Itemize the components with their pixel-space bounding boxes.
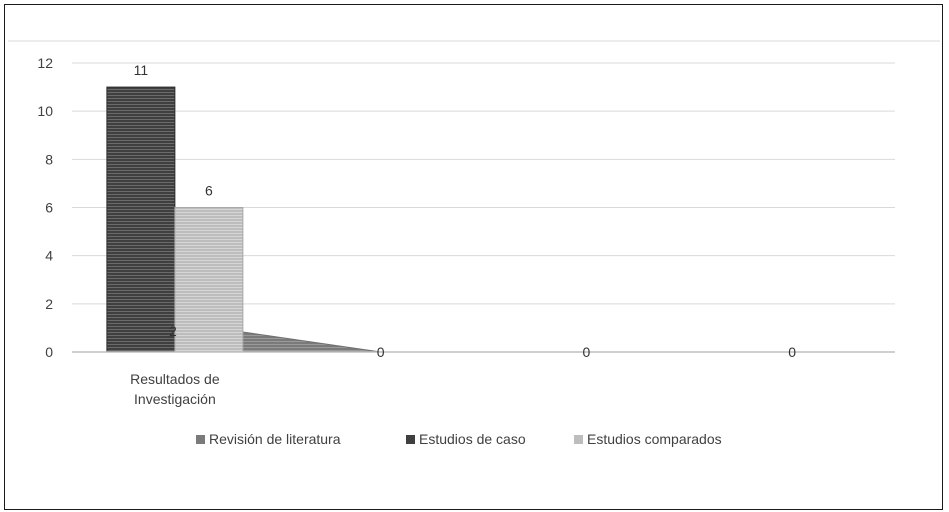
data-labels: 2 11 6 0 0 0 — [134, 62, 797, 360]
data-label: 6 — [205, 183, 213, 199]
y-tick-label: 10 — [37, 103, 53, 119]
data-label: 11 — [134, 62, 149, 78]
data-label: 0 — [582, 344, 590, 360]
legend-label: Estudios de caso — [419, 431, 526, 447]
category-labels: Resultados de Investigación — [130, 371, 220, 407]
category-label: Resultados de — [130, 371, 220, 387]
legend-label: Revisión de literatura — [209, 431, 341, 447]
category-label: Investigación — [134, 391, 216, 407]
legend-swatch — [574, 435, 583, 444]
y-tick-label: 0 — [45, 344, 53, 360]
data-label: 2 — [169, 323, 177, 339]
y-axis-ticks: 0 2 4 6 8 10 12 — [37, 55, 53, 360]
y-tick-label: 8 — [45, 151, 53, 167]
bar-series — [106, 86, 244, 353]
y-tick-label: 12 — [37, 55, 53, 71]
data-label: 0 — [788, 344, 796, 360]
legend-swatch — [406, 435, 415, 444]
area-series — [174, 321, 793, 353]
y-tick-label: 4 — [45, 248, 53, 264]
bar — [106, 86, 176, 353]
data-label: 0 — [377, 344, 385, 360]
legend: Revisión de literatura Estudios de caso Es… — [196, 431, 722, 447]
y-tick-label: 6 — [45, 200, 53, 216]
area-revision-de-literatura — [174, 321, 793, 353]
legend-swatch — [196, 435, 205, 444]
y-tick-label: 2 — [45, 296, 53, 312]
legend-label: Estudios comparados — [587, 431, 722, 447]
bar — [174, 207, 244, 353]
